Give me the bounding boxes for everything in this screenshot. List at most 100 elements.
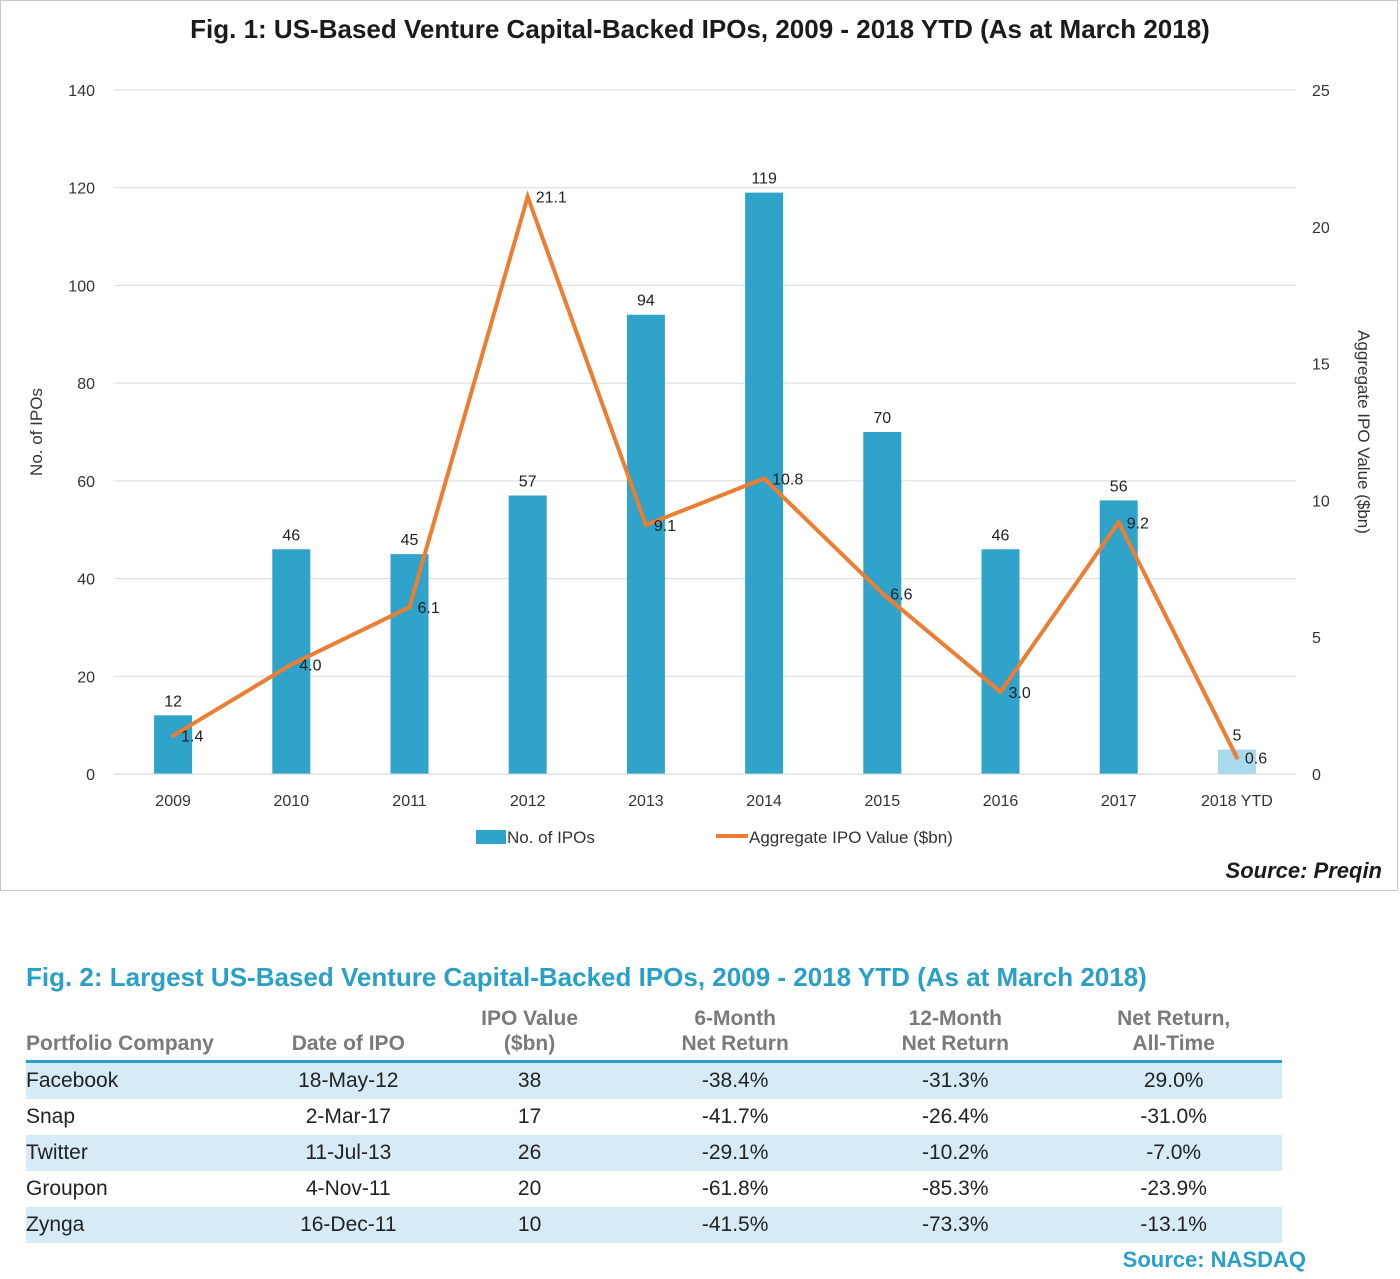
table-cell: 17: [517, 1105, 542, 1128]
x-tick-label: 2012: [510, 793, 546, 810]
bar-data-label: 45: [401, 532, 419, 549]
bar-data-label: 46: [992, 527, 1010, 544]
bar-data-label: 57: [519, 474, 537, 491]
table-cell: 38: [434, 1061, 626, 1099]
legend-label-line: Aggregate IPO Value ($bn): [749, 828, 953, 847]
line-point: [1234, 755, 1239, 760]
table-cell: -41.7%: [701, 1105, 769, 1128]
line-data-label: 1.4: [181, 729, 203, 746]
table-cell: -26.4%: [921, 1105, 989, 1128]
legend-label-bars: No. of IPOs: [507, 828, 595, 847]
line-point: [880, 591, 885, 596]
y2-tick-label: 25: [1312, 83, 1330, 100]
bar-data-label: 12: [164, 693, 182, 710]
y-tick-label: 40: [77, 572, 95, 589]
table-cell: 4-Nov-11: [305, 1177, 391, 1200]
y-tick-label: 120: [68, 181, 95, 198]
table-cell: Twitter: [26, 1135, 263, 1171]
table-row: Zynga 16-Dec-11 10 -41.5% -73.3% -13.1%: [26, 1207, 1282, 1243]
table-cell: Snap: [26, 1105, 76, 1128]
table-cell: Facebook: [26, 1061, 263, 1099]
table-cell: Groupon: [26, 1177, 108, 1200]
table-row: Snap 2-Mar-17 17 -41.7% -26.4% -31.0%: [26, 1099, 1282, 1135]
line-data-label: 9.2: [1127, 515, 1149, 532]
column-header: IPO Value ($bn): [434, 1004, 626, 1063]
figure-2-source: Source: NASDAQ: [1122, 1247, 1306, 1272]
legend-swatch-bars: [476, 830, 506, 844]
table-cell: -73.3%: [845, 1207, 1066, 1243]
y2-tick-label: 15: [1312, 357, 1330, 374]
y-tick-label: 20: [77, 669, 95, 686]
line-data-label: 0.6: [1245, 751, 1267, 768]
y2-tick-label: 10: [1312, 493, 1330, 510]
table-cell: 10: [434, 1207, 626, 1243]
column-header: Date of IPO: [262, 1004, 435, 1063]
y2-tick-label: 5: [1312, 630, 1321, 647]
line-data-label: 4.0: [299, 658, 321, 675]
figure-2-title: Fig. 2: Largest US-Based Venture Capital…: [26, 962, 1147, 992]
column-header: 6-Month Net Return: [625, 1004, 846, 1063]
line-point: [643, 523, 648, 528]
column-header: Portfolio Company: [26, 1004, 263, 1063]
y-tick-label: 0: [86, 767, 95, 784]
table-cell: 20: [517, 1177, 542, 1200]
y2-tick-label: 20: [1312, 220, 1330, 237]
table-cell: -41.5%: [625, 1207, 846, 1243]
table-cell: -61.8%: [701, 1177, 769, 1200]
x-tick-label: 2013: [628, 793, 664, 810]
table-cell: -31.3%: [845, 1061, 1066, 1099]
x-tick-label: 2010: [274, 793, 310, 810]
bar-data-label: 5: [1232, 728, 1241, 745]
table-cell: -31.0%: [1140, 1105, 1207, 1128]
figure-1-title: Fig. 1: US-Based Venture Capital-Backed …: [190, 14, 1210, 44]
line-point: [289, 662, 294, 667]
y-tick-label: 140: [68, 83, 95, 100]
table-row: Facebook 18-May-12 38 -38.4% -31.3% 29.0…: [26, 1061, 1282, 1099]
y2-axis-title: Aggregate IPO Value ($bn): [1354, 330, 1373, 534]
y-tick-label: 100: [68, 278, 95, 295]
bar-data-label: 46: [282, 527, 300, 544]
y-tick-label: 80: [77, 376, 95, 393]
x-tick-label: 2018 YTD: [1201, 793, 1273, 810]
table-cell: -29.1%: [625, 1135, 846, 1171]
bar: [272, 549, 311, 774]
line-data-label: 21.1: [536, 190, 567, 207]
table-row: Groupon 4-Nov-11 20 -61.8% -85.3% -23.9%: [26, 1171, 1282, 1207]
x-tick-label: 2016: [983, 793, 1019, 810]
line-point: [407, 605, 412, 610]
table-cell: -13.1%: [1065, 1207, 1282, 1243]
line-point: [525, 194, 530, 199]
line-point: [1116, 520, 1121, 525]
x-tick-label: 2011: [392, 793, 427, 810]
column-header: 12-Month Net Return: [845, 1004, 1066, 1063]
figure-1-source: Source: Preqin: [1225, 858, 1382, 883]
table-cell: -7.0%: [1065, 1135, 1282, 1171]
bar-data-label: 70: [873, 410, 891, 427]
table-cell: Zynga: [26, 1207, 263, 1243]
line-data-label: 6.6: [890, 586, 912, 603]
ipo-combo-chart: 0 20 40 60 80 100 120 140 0 5 10 15 20 25 No. of IPOs A…: [27, 83, 1373, 847]
figure-1-frame: [0, 0, 1398, 891]
table-cell: 26: [434, 1135, 626, 1171]
table-cell: 11-Jul-13: [262, 1135, 435, 1171]
line-data-label: 10.8: [772, 472, 803, 489]
bar-data-label: 119: [751, 171, 777, 188]
largest-ipos-table: Portfolio Company Date of IPO IPO Value(…: [26, 1004, 1282, 1243]
x-tick-label: 2014: [746, 793, 782, 810]
table-cell: 18-May-12: [262, 1061, 435, 1099]
line-data-label: 6.1: [418, 600, 440, 617]
series-line: [172, 190, 1239, 759]
bar: [154, 715, 193, 774]
bar: [981, 549, 1020, 774]
x-tick-label: 2009: [155, 793, 191, 810]
x-tick-label: 2015: [865, 793, 901, 810]
bar: [626, 314, 665, 774]
bar-data-label: 94: [637, 293, 655, 310]
bar: [508, 495, 547, 774]
table-cell: -38.4%: [625, 1061, 846, 1099]
bar: [390, 554, 429, 774]
table-header-row: Portfolio Company Date of IPO IPO Value(…: [26, 1004, 1282, 1063]
table-cell: 16-Dec-11: [262, 1207, 435, 1243]
table-cell: -10.2%: [845, 1135, 1066, 1171]
table-cell: 2-Mar-17: [305, 1105, 391, 1128]
